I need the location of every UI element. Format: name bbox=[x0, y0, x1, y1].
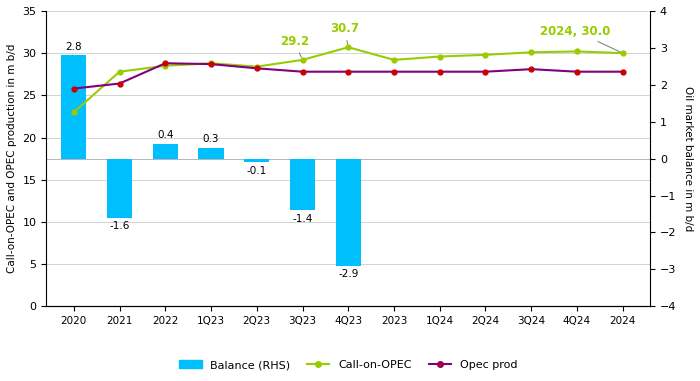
Call-on-OPEC bbox=[390, 58, 398, 62]
Call-on-OPEC bbox=[206, 61, 215, 66]
Line: Opec prod: Opec prod bbox=[71, 61, 625, 91]
Call-on-OPEC bbox=[527, 50, 536, 54]
Text: -1.6: -1.6 bbox=[109, 221, 130, 231]
Opec prod bbox=[390, 69, 398, 74]
Opec prod bbox=[116, 81, 124, 86]
Y-axis label: Oil market balance in m b/d: Oil market balance in m b/d bbox=[683, 86, 693, 231]
Bar bbox=[336, 158, 360, 266]
Text: 2024, 30.0: 2024, 30.0 bbox=[540, 24, 620, 52]
Bar bbox=[244, 158, 270, 162]
Call-on-OPEC bbox=[69, 110, 78, 114]
Text: 0.4: 0.4 bbox=[157, 130, 174, 141]
Opec prod bbox=[527, 67, 536, 72]
Bar bbox=[107, 158, 132, 218]
Opec prod bbox=[573, 69, 581, 74]
Call-on-OPEC bbox=[161, 64, 169, 68]
Y-axis label: Call-on-OPEC and OPEC production in m b/d: Call-on-OPEC and OPEC production in m b/… bbox=[7, 44, 17, 273]
Opec prod bbox=[298, 69, 307, 74]
Opec prod bbox=[253, 66, 261, 70]
Opec prod bbox=[206, 62, 215, 66]
Text: 29.2: 29.2 bbox=[279, 35, 309, 58]
Legend: Balance (RHS), Call-on-OPEC, Opec prod: Balance (RHS), Call-on-OPEC, Opec prod bbox=[175, 355, 522, 375]
Text: -1.4: -1.4 bbox=[293, 214, 313, 224]
Call-on-OPEC bbox=[116, 69, 124, 74]
Text: 30.7: 30.7 bbox=[330, 22, 359, 45]
Line: Call-on-OPEC: Call-on-OPEC bbox=[71, 45, 625, 115]
Bar bbox=[61, 55, 86, 158]
Call-on-OPEC bbox=[435, 54, 444, 59]
Call-on-OPEC bbox=[253, 64, 261, 69]
Bar bbox=[290, 158, 315, 210]
Text: -0.1: -0.1 bbox=[246, 166, 267, 176]
Opec prod bbox=[161, 61, 169, 66]
Opec prod bbox=[69, 86, 78, 91]
Call-on-OPEC bbox=[344, 45, 353, 50]
Call-on-OPEC bbox=[619, 51, 627, 55]
Opec prod bbox=[344, 69, 353, 74]
Text: 0.3: 0.3 bbox=[203, 134, 219, 144]
Text: -2.9: -2.9 bbox=[338, 269, 358, 279]
Bar bbox=[153, 144, 178, 158]
Text: 2.8: 2.8 bbox=[66, 42, 82, 52]
Call-on-OPEC bbox=[298, 58, 307, 62]
Call-on-OPEC bbox=[482, 53, 490, 57]
Opec prod bbox=[619, 69, 627, 74]
Call-on-OPEC bbox=[573, 49, 581, 54]
Bar bbox=[198, 147, 223, 158]
Opec prod bbox=[482, 69, 490, 74]
Opec prod bbox=[435, 69, 444, 74]
